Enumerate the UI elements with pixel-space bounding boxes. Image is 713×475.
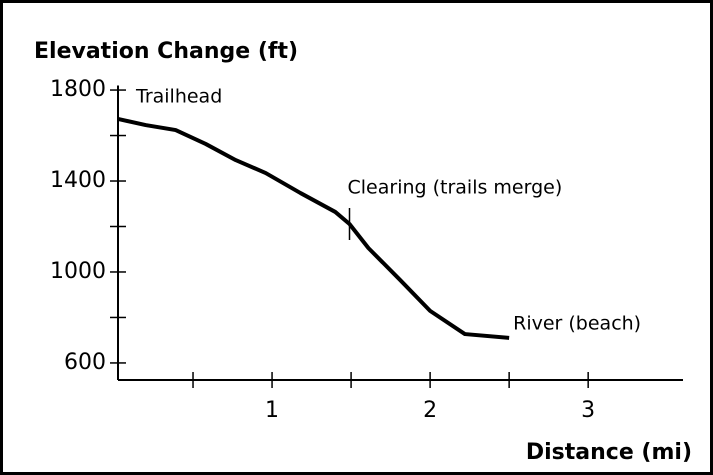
- elevation-line: [117, 116, 510, 340]
- x-tick-label: 1: [265, 398, 279, 423]
- y-tick-label: 600: [64, 350, 106, 375]
- y-tick-label: 1400: [50, 168, 106, 193]
- y-tick-label: 1800: [50, 77, 106, 102]
- chart-title: Elevation Change (ft): [34, 39, 298, 64]
- annotation: Trailhead: [135, 85, 222, 107]
- x-tick-label: 3: [581, 398, 595, 423]
- annotation: River (beach): [513, 312, 641, 334]
- x-tick-label: 2: [423, 398, 437, 423]
- y-tick-label: 1000: [50, 259, 106, 284]
- annotation: Clearing (trails merge): [348, 176, 563, 198]
- x-axis-label: Distance (mi): [526, 440, 692, 465]
